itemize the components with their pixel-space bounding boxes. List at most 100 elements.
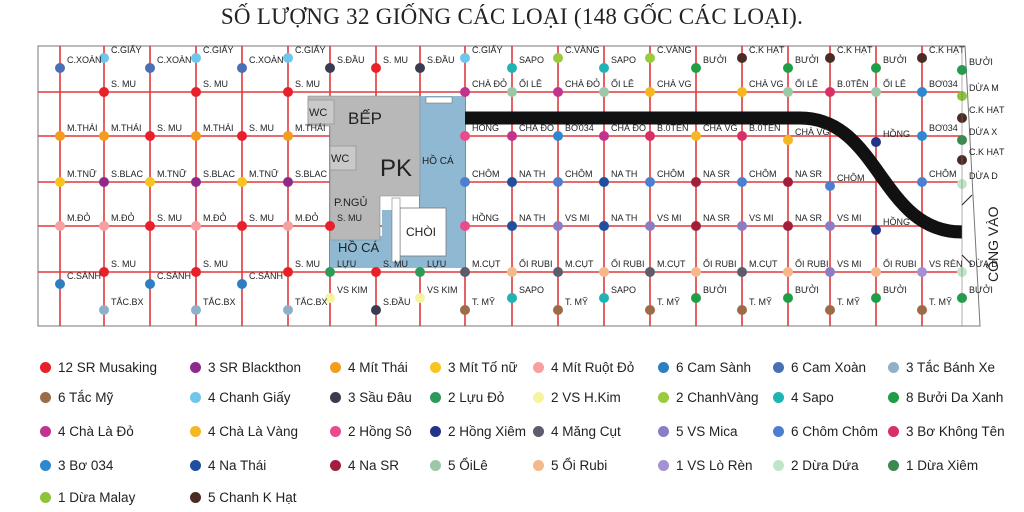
tree-marker (55, 177, 65, 187)
tree-marker (99, 87, 109, 97)
tree-marker (191, 53, 201, 63)
tree-label: VS KIM (337, 285, 368, 295)
tree-label: C.GIẤY (111, 45, 142, 55)
tree-label: M.THÁI (67, 123, 98, 133)
tree-marker (55, 279, 65, 289)
tree-marker (145, 177, 155, 187)
tree-label: M.TNỮ (67, 169, 97, 179)
tree-marker (691, 293, 701, 303)
tree-label: CHÔM (565, 169, 593, 179)
tree-label: S. MU (111, 79, 136, 89)
tree-label: DỪA D (969, 171, 998, 181)
tree-label: NA SR (795, 213, 823, 223)
tree-marker (237, 63, 247, 73)
tree-marker (825, 267, 835, 277)
tree-marker (460, 267, 470, 277)
tree-marker (415, 63, 425, 73)
tree-marker (99, 53, 109, 63)
tree-marker (237, 279, 247, 289)
tree-label: T. MỸ (657, 297, 680, 307)
tree-marker (737, 177, 747, 187)
tree-marker (783, 221, 793, 231)
tree-marker (460, 305, 470, 315)
tree-label: C.GIẤY (295, 45, 326, 55)
tree-label: S.ĐẦU (427, 55, 455, 65)
tree-label: T. MỸ (565, 297, 588, 307)
tree-label: DỪA M (969, 83, 999, 93)
tree-marker (283, 177, 293, 187)
tree-label: VS MI (837, 213, 862, 223)
tree-label: BƯỞI (969, 56, 993, 67)
tree-label: NA SR (703, 169, 731, 179)
tree-label: M.CỤT (749, 259, 778, 269)
tree-marker (553, 53, 563, 63)
tree-label: DỪA D (969, 259, 998, 269)
tree-label: T. MỸ (837, 297, 860, 307)
tree-label: SAPO (611, 285, 636, 295)
tree-label: C.VÀNG (657, 45, 692, 55)
tree-label: C.K HẠT (969, 147, 1005, 157)
tree-label: B.0TÊN (749, 123, 781, 133)
tree-label: NA TH (611, 169, 637, 179)
tree-label: B.0TÊN (657, 123, 689, 133)
tree-label: M.CỤT (565, 259, 594, 269)
tree-label: HỒNG (883, 216, 910, 227)
tree-label: M.ĐỎ (67, 212, 91, 223)
tree-marker (145, 63, 155, 73)
tree-marker (507, 131, 517, 141)
tree-marker (55, 221, 65, 231)
tree-label: M.CỤT (472, 259, 501, 269)
tree-label: C.XOÀN (249, 55, 284, 65)
tree-label: VS MI (657, 213, 682, 223)
tree-label: S. MU (383, 259, 408, 269)
wc-1 (307, 99, 335, 125)
tree-marker (553, 221, 563, 231)
tree-label: S. MU (249, 123, 274, 133)
tree-marker (691, 221, 701, 231)
tree-marker (645, 221, 655, 231)
tree-marker (325, 267, 335, 277)
tree-marker (871, 87, 881, 97)
hoca-label-2: HỒ CÁ (338, 240, 380, 255)
tree-label: TẮC.BX (203, 297, 236, 307)
tree-label: BƯỞI (969, 284, 993, 295)
tree-label: BƯỞI (883, 54, 907, 65)
tree-label: CHÀ VG (703, 123, 738, 133)
tree-label: C.K HẠT (837, 45, 873, 55)
tree-label: TẮC.BX (111, 297, 144, 307)
tree-label: HỒNG (472, 122, 499, 133)
tree-label: CHÀ VG (657, 79, 692, 89)
tree-label: ỔI LÊ (611, 78, 634, 89)
tree-label: C.SÀNH (67, 271, 101, 281)
tree-label: NA TH (519, 169, 545, 179)
tree-label: S. MU (157, 213, 182, 223)
tree-marker (917, 267, 927, 277)
tree-label: ỔI RUBI (883, 258, 917, 269)
tree-marker (917, 87, 927, 97)
tree-marker (507, 63, 517, 73)
tree-label: ỔI RUBI (611, 258, 645, 269)
tree-marker (99, 267, 109, 277)
tree-marker (145, 131, 155, 141)
tree-label: M.THÁI (111, 123, 142, 133)
tree-label: VS MI (749, 213, 774, 223)
tree-marker (783, 63, 793, 73)
tree-marker (871, 63, 881, 73)
tree-marker (191, 305, 201, 315)
tree-marker (783, 177, 793, 187)
tree-marker (825, 305, 835, 315)
tree-label: B.0TÊN (837, 79, 869, 89)
tree-marker (283, 87, 293, 97)
tree-label: C.XOÀN (157, 55, 192, 65)
tree-marker (460, 53, 470, 63)
tree-marker (371, 63, 381, 73)
tree-marker (191, 177, 201, 187)
tree-marker (507, 293, 517, 303)
tree-marker (99, 305, 109, 315)
tree-label: ỔI RUBI (519, 258, 553, 269)
plot-border (37, 45, 981, 327)
tree-marker (783, 135, 793, 145)
tree-label: S. MU (157, 123, 182, 133)
tree-marker (737, 221, 747, 231)
tree-label: CHÔM (749, 169, 777, 179)
